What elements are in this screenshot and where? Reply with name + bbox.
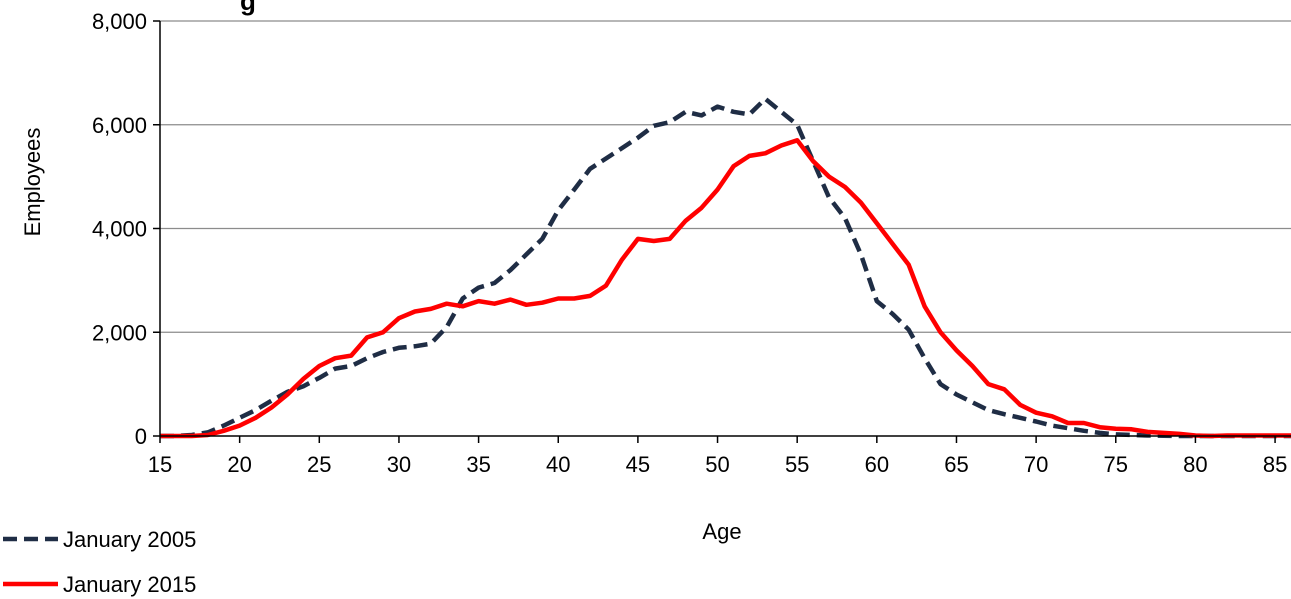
y-tick-label-8000: 8,000 (92, 9, 147, 34)
legend-item-2015: January 2015 (3, 572, 196, 597)
y-tick-label-6000: 6,000 (92, 113, 147, 138)
x-tick-label-55: 55 (785, 452, 809, 477)
y-tick-label-4000: 4,000 (92, 217, 147, 242)
x-tick-label-50: 50 (705, 452, 729, 477)
x-tick-label-80: 80 (1183, 452, 1207, 477)
series-lines (160, 96, 1291, 439)
x-tick-label-20: 20 (227, 452, 251, 477)
y-tick-label-0: 0 (135, 424, 147, 449)
axes (153, 20, 1291, 443)
legend: January 2005 January 2015 (3, 527, 196, 597)
x-tick-label-60: 60 (865, 452, 889, 477)
x-tick-label-40: 40 (546, 452, 570, 477)
legend-label-2005: January 2005 (63, 527, 196, 552)
x-axis-label: Age (702, 519, 741, 544)
x-tick-label-65: 65 (944, 452, 968, 477)
x-tick-label-15: 15 (148, 452, 172, 477)
x-tick-label-75: 75 (1104, 452, 1128, 477)
legend-label-2015: January 2015 (63, 572, 196, 597)
x-tick-label-70: 70 (1024, 452, 1048, 477)
tick-labels: 0 2,000 4,000 6,000 8,000 15 20 25 30 35 40 45 50 55 6… (92, 9, 1287, 477)
x-tick-label-30: 30 (387, 452, 411, 477)
y-axis-label: Employees (20, 128, 45, 237)
y-tick-label-2000: 2,000 (92, 320, 147, 345)
x-tick-label-35: 35 (466, 452, 490, 477)
gridlines (160, 20, 1291, 333)
series-line-1 (160, 138, 1291, 439)
x-tick-label-45: 45 (626, 452, 650, 477)
legend-item-2005: January 2005 (3, 527, 196, 552)
chart-title: g (240, 0, 256, 16)
x-tick-label-25: 25 (307, 452, 331, 477)
x-tick-label-85: 85 (1263, 452, 1287, 477)
series-line-0 (160, 96, 1291, 439)
